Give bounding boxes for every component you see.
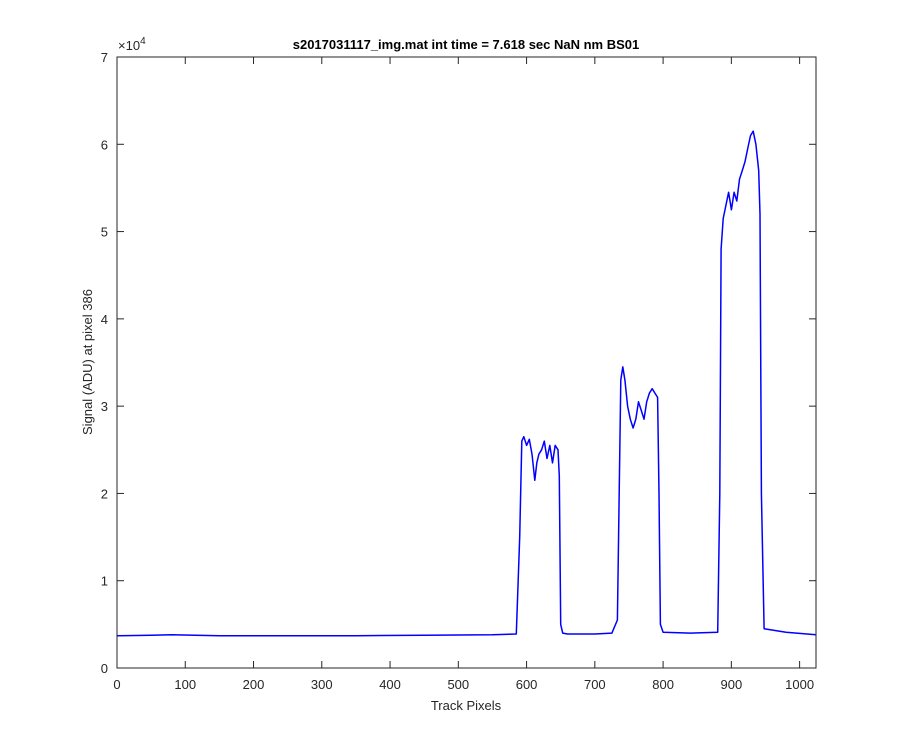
x-tick-label: 400: [379, 677, 401, 692]
labels-layer: 0 100 200 300 400 500 600 700 800 900 1000 0 1 2 3 4 5 6 7: [101, 50, 814, 692]
y-axis-exponent-base: ×10: [118, 38, 140, 53]
x-axis-label: Track Pixels: [431, 698, 502, 713]
y-tick-label: 7: [101, 50, 108, 65]
x-tick-label: 700: [584, 677, 606, 692]
x-tick-label: 500: [447, 677, 469, 692]
y-tick-label: 6: [101, 137, 108, 152]
x-tick-label: 0: [113, 677, 120, 692]
axes-box: [116, 56, 817, 669]
ticks-layer: [116, 56, 816, 669]
chart-title: s2017031117_img.mat int time = 7.618 sec…: [293, 37, 640, 52]
x-tick-label: 200: [243, 677, 265, 692]
y-tick-label: 3: [101, 399, 108, 414]
x-tick-label: 600: [516, 677, 538, 692]
x-tick-label: 100: [174, 677, 196, 692]
x-tick-label: 300: [311, 677, 333, 692]
y-tick-label: 2: [101, 486, 108, 501]
series-line: [116, 130, 817, 637]
y-tick-label: 0: [101, 661, 108, 676]
y-tick-label: 5: [101, 225, 108, 240]
x-tick-label: 900: [721, 677, 743, 692]
y-axis-exponent-power: 4: [140, 36, 146, 47]
y-tick-label: 4: [101, 312, 108, 327]
x-tick-label: 1000: [785, 677, 814, 692]
y-axis-label: Signal (ADU) at pixel 386: [80, 289, 95, 435]
y-tick-label: 1: [101, 574, 108, 589]
y-axis-exponent: ×104: [118, 36, 146, 53]
x-tick-label: 800: [652, 677, 674, 692]
